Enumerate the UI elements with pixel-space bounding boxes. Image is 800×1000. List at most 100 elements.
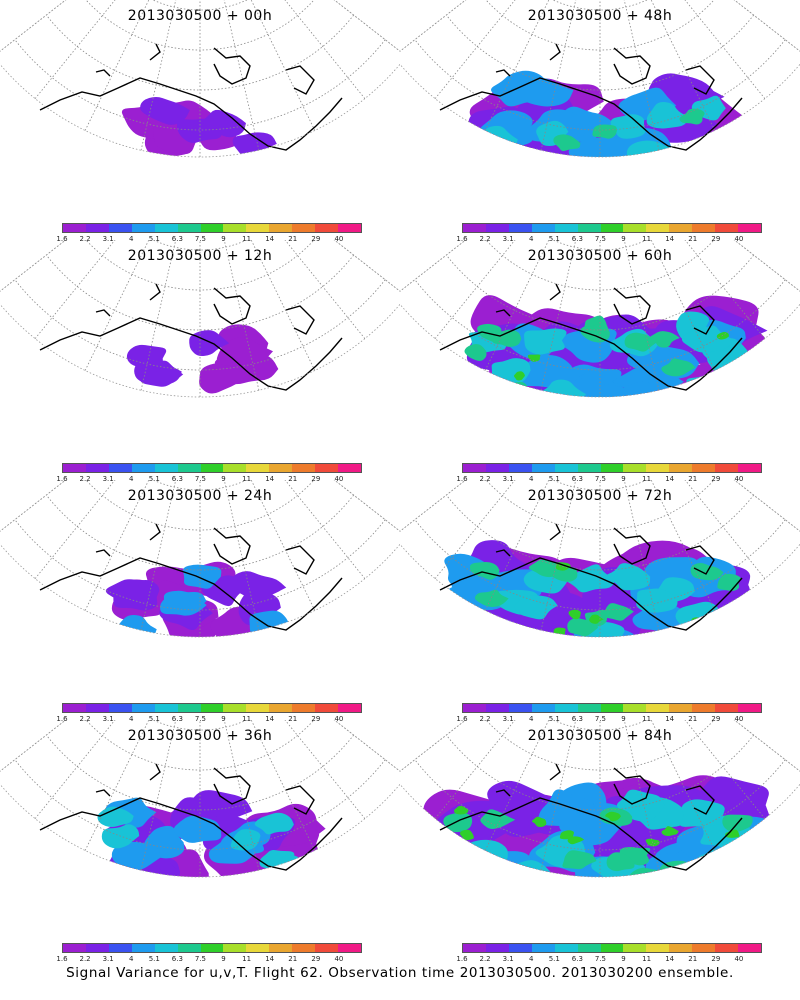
colorbar-swatch <box>63 224 86 232</box>
colorbar-swatch <box>292 224 316 232</box>
colorbar-tick-label: 9 <box>221 475 226 483</box>
colorbar-tick-label: 14 <box>665 235 675 243</box>
map-boundary <box>400 240 800 398</box>
map-boundary <box>400 720 800 878</box>
forecast-panel: 2013030500 + 84h 1.6 2.2 3.1 4 5.1 6.3 7.5 9 11 14… <box>400 720 800 963</box>
colorbar-swatch <box>623 704 647 712</box>
colorbar-swatch <box>85 944 109 952</box>
colorbar-swatch <box>531 224 555 232</box>
variance-contour <box>679 108 705 125</box>
longitude-gridline <box>333 720 400 772</box>
colorbar-swatch <box>463 464 486 472</box>
colorbar-tick-label: 6.3 <box>571 235 583 243</box>
variance-contour <box>548 564 578 582</box>
variance-contour <box>559 830 574 840</box>
longitude-gridline <box>34 0 116 99</box>
colorbar-swatch <box>269 704 293 712</box>
variance-contour <box>491 626 507 635</box>
variance-contour <box>503 389 517 397</box>
colorbar-swatch <box>692 704 716 712</box>
colorbar-tick-label: 3.1 <box>502 955 514 963</box>
colorbar-tick-label: 1.6 <box>456 475 468 483</box>
colorbar-swatch <box>200 464 224 472</box>
colorbar-swatch <box>131 224 155 232</box>
colorbar-tick-label: 11 <box>242 955 252 963</box>
colorbar-swatch <box>200 704 224 712</box>
colorbar-tick-label: 4 <box>128 955 134 963</box>
colorbar-tick-label: 2.2 <box>79 475 91 483</box>
colorbar-tick-label: 9 <box>621 235 626 243</box>
longitude-gridline <box>34 240 116 339</box>
latitude-gridline <box>46 254 354 331</box>
variance-contour <box>480 809 516 829</box>
latitude-gridline <box>46 14 354 91</box>
latitude-gridline <box>85 720 315 771</box>
variance-contour <box>459 829 474 841</box>
variance-contour <box>116 614 157 638</box>
colorbar-tick-label: 21 <box>288 955 298 963</box>
colorbar-tick-label: 9 <box>621 955 626 963</box>
colorbar-swatch <box>715 704 739 712</box>
colorbar-tick-label: 6.3 <box>171 715 183 723</box>
colorbar-swatch <box>531 464 555 472</box>
colorbar-swatch <box>485 224 509 232</box>
colorbar-swatch <box>738 224 761 232</box>
colorbar-swatch <box>623 224 647 232</box>
colorbar-swatch <box>154 704 178 712</box>
colorbar-swatch <box>246 704 270 712</box>
colorbar-tick-label: 4 <box>128 475 134 483</box>
colorbar-swatch <box>315 704 339 712</box>
colorbar-tick-label: 5.1 <box>548 715 560 723</box>
colorbar-tick-label: 7.5 <box>594 955 607 963</box>
colorbar-tick-label: 3.1 <box>502 715 514 723</box>
colorbar-tick-label: 29 <box>711 475 721 483</box>
colorbar-tick-label: 6.3 <box>171 235 183 243</box>
colorbar-tick-label: 2.2 <box>479 475 491 483</box>
colorbar-tick-label: 29 <box>311 475 321 483</box>
colorbar-tick-label: 3.1 <box>102 955 114 963</box>
variance-contour <box>479 876 517 878</box>
variance-contour <box>725 829 740 838</box>
colorbar-tick-label: 9 <box>221 955 226 963</box>
longitude-gridline <box>400 240 467 292</box>
longitude-gridline <box>333 0 400 52</box>
colorbar-swatch <box>669 944 693 952</box>
variance-contour <box>533 635 547 638</box>
colorbar-swatch <box>692 464 716 472</box>
colorbar-swatch <box>485 704 509 712</box>
map-boundary <box>400 0 800 158</box>
colorbar-swatch <box>315 464 339 472</box>
colorbar-ticks: 1.6 2.2 3.1 4 5.1 6.3 7.5 9 11 14 21 29 40 <box>56 955 362 965</box>
colorbar-tick-label: 29 <box>711 235 721 243</box>
colorbar-tick-label: 40 <box>734 955 744 963</box>
coastline <box>39 283 343 391</box>
colorbar-tick-label: 9 <box>621 475 626 483</box>
variance-contour <box>140 96 190 125</box>
colorbar-swatch <box>246 464 270 472</box>
colorbar-tick-label: 11 <box>642 475 652 483</box>
colorbar-swatch <box>246 224 270 232</box>
colorbar-tick-label: 9 <box>221 715 226 723</box>
colorbar-tick-label: 6.3 <box>571 475 583 483</box>
colorbar-tick-label: 1.6 <box>56 475 68 483</box>
colorbar-swatch <box>738 704 761 712</box>
coastline <box>39 523 343 631</box>
polar-map <box>400 240 800 398</box>
variance-contour <box>595 640 608 648</box>
coastline <box>439 763 743 871</box>
longitude-gridline <box>733 480 800 532</box>
colorbar-swatch <box>531 944 555 952</box>
colorbar-tick-label: 5.1 <box>148 715 160 723</box>
colorbar-swatch <box>315 944 339 952</box>
colorbar-ticks: 1.6 2.2 3.1 4 5.1 6.3 7.5 9 11 14 21 29 40 <box>456 475 762 485</box>
variance-contour <box>568 609 581 620</box>
latitude-gridline <box>485 720 715 771</box>
colorbar <box>62 703 362 713</box>
colorbar-tick-label: 40 <box>734 715 744 723</box>
variance-contour <box>716 387 728 396</box>
colorbar-swatch <box>177 704 201 712</box>
colorbar-tick-label: 40 <box>734 235 744 243</box>
colorbar-tick-label: 3.1 <box>102 475 114 483</box>
variance-contour <box>189 330 230 357</box>
variance-contour <box>580 323 610 343</box>
